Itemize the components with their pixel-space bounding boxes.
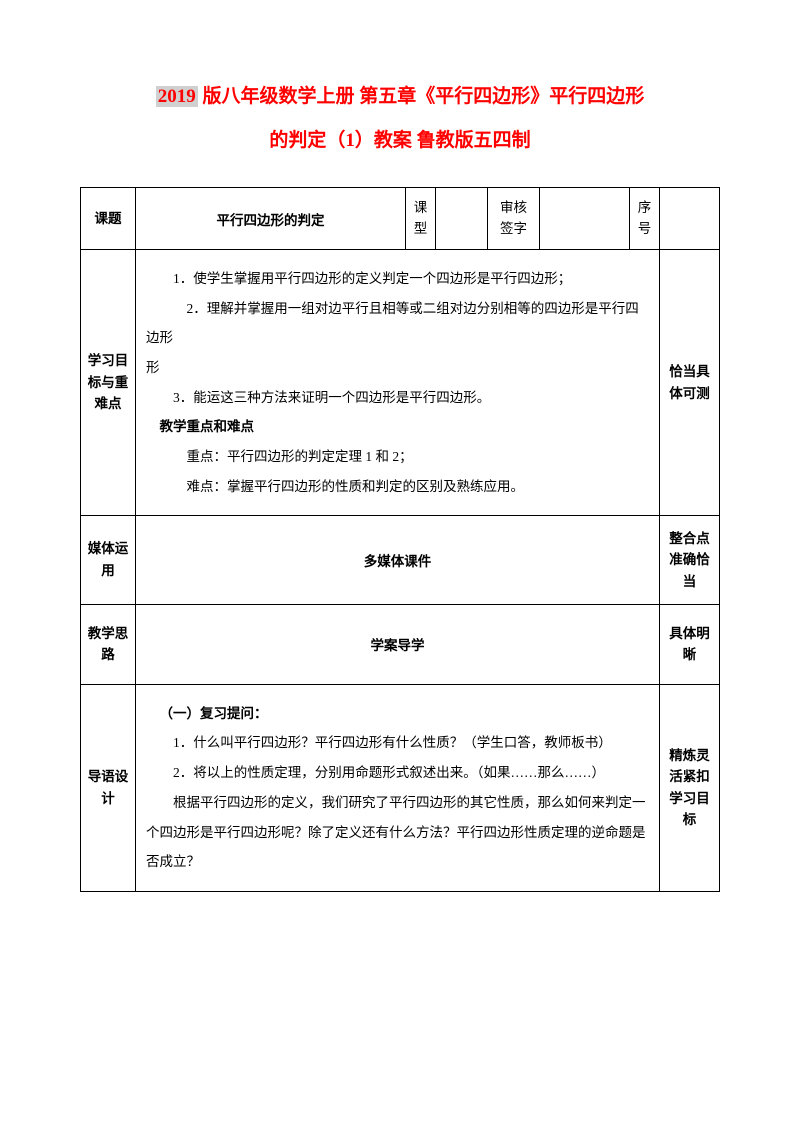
intro-row: 导语设计 （一）复习提问： 1．什么叫平行四边形？平行四边形有什么性质？（学生口… bbox=[81, 684, 720, 891]
header-topic-label: 课题 bbox=[81, 188, 136, 250]
header-serial-label: 序号 bbox=[630, 188, 660, 250]
lesson-plan-table: 课题 平行四边形的判定 课型 审核签字 序号 学习目标与重难点 1．使学生掌握用… bbox=[80, 187, 720, 892]
teaching-row: 教学思路 学案导学 具体明晰 bbox=[81, 604, 720, 684]
media-content: 多媒体课件 bbox=[136, 516, 660, 604]
header-classtype-value bbox=[436, 188, 488, 250]
goals-p5: 重点：平行四边形的判定定理 1 和 2； bbox=[146, 442, 649, 472]
title-line-2: 的判定（1）教案 鲁教版五四制 bbox=[80, 119, 720, 163]
table-header-row: 课题 平行四边形的判定 课型 审核签字 序号 bbox=[81, 188, 720, 250]
intro-p4: 根据平行四边形的定义，我们研究了平行四边形的其它性质，那么如何来判定一个四边形是… bbox=[146, 788, 649, 877]
goals-p4: 教学重点和难点 bbox=[146, 412, 649, 442]
intro-p3: 2．将以上的性质定理，分别用命题形式叙述出来。（如果……那么……） bbox=[146, 758, 649, 788]
teaching-content: 学案导学 bbox=[136, 604, 660, 684]
goals-p2-a: 2．理解并掌握用一组对边平行且相等或二组对边分别相等的四边形是平行四边形 bbox=[146, 294, 649, 353]
header-classtype-label: 课型 bbox=[406, 188, 436, 250]
teaching-label: 教学思路 bbox=[81, 604, 136, 684]
intro-p1: （一）复习提问： bbox=[146, 699, 649, 729]
goals-p6: 难点：掌握平行四边形的性质和判定的区别及熟练应用。 bbox=[146, 472, 649, 502]
goals-p1: 1．使学生掌握用平行四边形的定义判定一个四边形是平行四边形； bbox=[146, 264, 649, 294]
document-title: 2019 版八年级数学上册 第五章《平行四边形》平行四边形 的判定（1）教案 鲁… bbox=[80, 75, 720, 162]
intro-content: （一）复习提问： 1．什么叫平行四边形？平行四边形有什么性质？（学生口答，教师板… bbox=[136, 684, 660, 891]
title-line1-rest: 版八年级数学上册 第五章《平行四边形》平行四边形 bbox=[198, 86, 645, 107]
goals-side: 恰当具体可测 bbox=[660, 249, 720, 516]
teaching-side: 具体明晰 bbox=[660, 604, 720, 684]
goals-p2-b: 形 bbox=[146, 353, 649, 383]
header-serial-value bbox=[660, 188, 720, 250]
goals-label: 学习目标与重难点 bbox=[81, 249, 136, 516]
intro-p2: 1．什么叫平行四边形？平行四边形有什么性质？（学生口答，教师板书） bbox=[146, 728, 649, 758]
media-side: 整合点准确恰当 bbox=[660, 516, 720, 604]
media-row: 媒体运用 多媒体课件 整合点准确恰当 bbox=[81, 516, 720, 604]
goals-row: 学习目标与重难点 1．使学生掌握用平行四边形的定义判定一个四边形是平行四边形； … bbox=[81, 249, 720, 516]
intro-label: 导语设计 bbox=[81, 684, 136, 891]
title-line-1: 2019 版八年级数学上册 第五章《平行四边形》平行四边形 bbox=[80, 75, 720, 119]
goals-p3: 3．能运这三种方法来证明一个四边形是平行四边形。 bbox=[146, 383, 649, 413]
header-signoff-value bbox=[540, 188, 630, 250]
media-label: 媒体运用 bbox=[81, 516, 136, 604]
header-signoff-label: 审核签字 bbox=[488, 188, 540, 250]
title-highlight: 2019 bbox=[156, 86, 198, 107]
goals-content: 1．使学生掌握用平行四边形的定义判定一个四边形是平行四边形； 2．理解并掌握用一… bbox=[136, 249, 660, 516]
intro-side: 精炼灵活紧扣学习目标 bbox=[660, 684, 720, 891]
header-topic-value: 平行四边形的判定 bbox=[136, 188, 406, 250]
